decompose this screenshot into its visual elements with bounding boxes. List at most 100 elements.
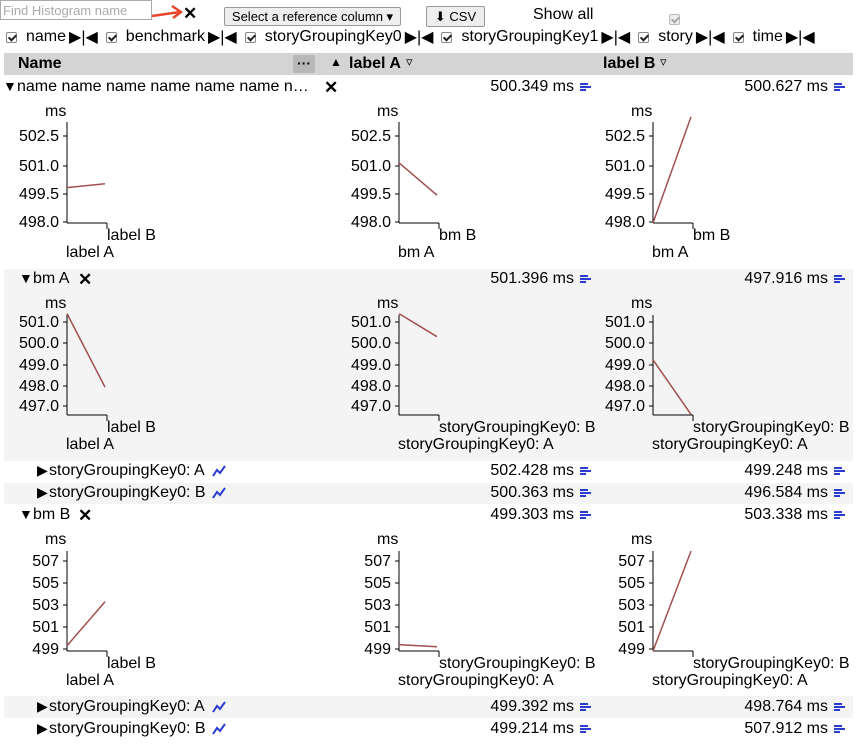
series-line — [398, 162, 438, 196]
bar-chart-icon[interactable] — [580, 467, 591, 477]
row-name: storyGroupingKey0: B — [49, 720, 206, 737]
label-b-value: 499.248 ms — [744, 462, 828, 479]
row-toggle-icon[interactable]: ▼ — [3, 78, 17, 94]
sparkline-icon[interactable] — [212, 487, 226, 499]
grouping-column-4[interactable]: story ▶|◀ — [638, 27, 725, 47]
bar-chart-icon[interactable] — [580, 275, 591, 285]
x-category-label-b: bm B — [439, 227, 476, 244]
clear-search-icon[interactable]: ✕ — [183, 4, 198, 23]
sparkline-icon[interactable] — [212, 701, 226, 713]
y-tick-label: 501.0 — [605, 314, 645, 331]
reference-column-select[interactable]: Select a reference column ▾ — [224, 7, 401, 26]
search-input[interactable] — [0, 0, 152, 20]
grouping-column-5[interactable]: time ▶|◀ — [732, 27, 815, 47]
y-tick-label: 505 — [618, 575, 645, 592]
series-line — [66, 183, 106, 189]
grouping-column-3[interactable]: storyGroupingKey1 ▶|◀ — [441, 27, 630, 47]
row-toggle-icon[interactable]: ▼ — [19, 506, 33, 522]
y-tick-label: 498.0 — [351, 378, 391, 395]
grouping-column-label: time — [752, 28, 783, 45]
csv-download-button[interactable]: ⬇ CSV — [426, 6, 485, 27]
grouping-column-checkbox[interactable] — [441, 31, 453, 43]
row-background — [4, 483, 853, 504]
row-toggle-icon[interactable]: ▶ — [37, 698, 48, 714]
label-b-column-header[interactable]: label B — [603, 55, 656, 72]
series-line — [652, 359, 692, 415]
bar-chart-icon[interactable] — [834, 725, 845, 735]
table-row: ▶ storyGroupingKey0: B 499.214 ms 507.912 m… — [0, 720, 856, 740]
grouping-column-checkbox[interactable] — [244, 31, 256, 43]
sparkline-icon[interactable] — [212, 465, 226, 477]
row-toggle-icon[interactable]: ▶ — [37, 484, 48, 500]
label-a-column-header[interactable]: label A — [349, 55, 401, 72]
x-category-label-a: storyGroupingKey0: A — [652, 672, 808, 689]
label-a-value: 501.396 ms — [490, 270, 574, 287]
y-tick-label: 499 — [32, 641, 59, 658]
row-name: storyGroupingKey0: B — [49, 484, 206, 501]
sort-ascending-icon[interactable]: ▲ — [330, 55, 342, 69]
move-column-arrows-icon[interactable]: ▶|◀ — [785, 29, 815, 46]
grouping-column-checkbox[interactable] — [638, 31, 650, 43]
move-column-arrows-icon[interactable]: ▶|◀ — [404, 29, 434, 46]
row-name: storyGroupingKey0: A — [49, 462, 205, 479]
y-tick-label: 498.0 — [605, 378, 645, 395]
row-toggle-icon[interactable]: ▼ — [19, 270, 33, 286]
grouping-column-checkbox[interactable] — [732, 31, 744, 43]
grouping-column-2[interactable]: storyGroupingKey0 ▶|◀ — [244, 27, 434, 47]
bar-chart-icon[interactable] — [834, 703, 845, 713]
bar-chart-icon[interactable] — [580, 83, 591, 93]
y-tick-label: 499 — [618, 641, 645, 658]
bar-chart-icon[interactable] — [834, 275, 845, 285]
move-column-arrows-icon[interactable]: ▶|◀ — [69, 29, 98, 46]
close-row-icon[interactable]: ✕ — [78, 270, 93, 289]
table-row: ▼ bm A ✕ 501.396 ms 497.916 ms — [0, 270, 856, 290]
bar-chart-icon[interactable] — [834, 511, 845, 521]
move-column-arrows-icon[interactable]: ▶|◀ — [601, 29, 631, 46]
row-name: bm B — [33, 506, 71, 523]
row-toggle-icon[interactable]: ▶ — [37, 720, 48, 736]
y-tick-label: 499.5 — [19, 186, 59, 203]
sparkline-icon[interactable] — [212, 723, 226, 735]
y-tick-label: 503 — [618, 597, 645, 614]
bar-chart-icon[interactable] — [834, 489, 845, 499]
chart-unit-label: ms — [377, 103, 398, 120]
y-tick-label: 498.0 — [605, 214, 645, 231]
y-tick-label: 500.0 — [605, 335, 645, 352]
label-a-value: 499.214 ms — [490, 720, 574, 737]
bar-chart-icon[interactable] — [580, 489, 591, 499]
move-column-arrows-icon[interactable]: ▶|◀ — [695, 29, 725, 46]
bar-chart-icon[interactable] — [834, 467, 845, 477]
y-tick-label: 503 — [32, 597, 59, 614]
series-line — [398, 312, 438, 338]
name-column-header[interactable]: Name — [18, 55, 62, 72]
grouping-column-1[interactable]: benchmark ▶|◀ — [105, 27, 237, 47]
x-category-label-b: storyGroupingKey0: B — [439, 419, 596, 436]
close-row-icon[interactable]: ✕ — [78, 506, 93, 525]
show-all-checkbox[interactable] — [669, 13, 681, 25]
y-tick-label: 497.0 — [605, 398, 645, 415]
label-a-filter-icon[interactable]: ▿ — [406, 54, 413, 69]
grouping-column-label: name — [26, 28, 67, 45]
table-row: ▼ bm B ✕ 499.303 ms 503.338 ms — [0, 506, 856, 526]
bar-chart-icon[interactable] — [580, 703, 591, 713]
histogram-line-chart: ms 502.5 501.0 499.5 498.0 bm Bbm A — [605, 103, 730, 261]
column-menu-button[interactable]: ··· — [293, 55, 315, 73]
bar-chart-icon[interactable] — [580, 511, 591, 521]
grouping-column-0[interactable]: name ▶|◀ — [6, 27, 98, 47]
y-tick-label: 500.0 — [19, 335, 59, 352]
row-toggle-icon[interactable]: ▶ — [37, 462, 48, 478]
y-tick-label: 499.0 — [351, 357, 391, 374]
grouping-column-checkbox[interactable] — [6, 31, 17, 43]
grouping-column-checkbox[interactable] — [105, 31, 117, 43]
bar-chart-icon[interactable] — [834, 83, 845, 93]
close-row-icon[interactable]: ✕ — [324, 78, 339, 97]
label-b-filter-icon[interactable]: ▿ — [660, 54, 667, 69]
y-tick-label: 498.0 — [19, 378, 59, 395]
bar-chart-icon[interactable] — [580, 725, 591, 735]
y-tick-label: 507 — [618, 553, 645, 570]
label-a-value: 500.349 ms — [490, 78, 574, 95]
histogram-line-chart: ms 501.0 500.0 499.0 498.0 497.0 storyGrouping… — [351, 295, 596, 453]
move-column-arrows-icon[interactable]: ▶|◀ — [207, 29, 237, 46]
x-category-label-a: bm A — [398, 244, 435, 261]
y-tick-label: 500.0 — [351, 335, 391, 352]
